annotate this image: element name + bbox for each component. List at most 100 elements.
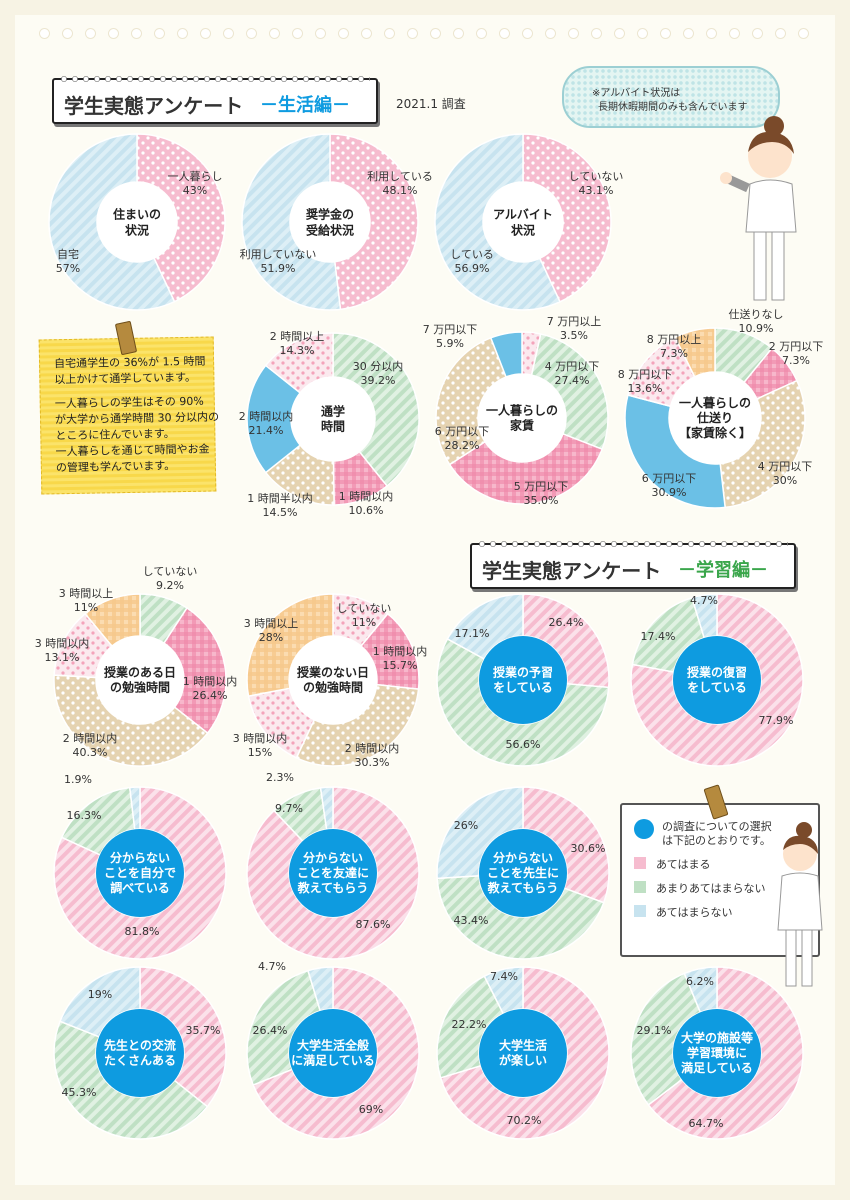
slice-label: 利用している <box>367 170 433 183</box>
donut-center-label: の勉強時間 <box>303 680 363 695</box>
slice-label: 自宅 <box>57 247 79 261</box>
slice-label: 2 時間以上 <box>270 330 325 343</box>
slice-label: 87.6% <box>356 918 391 931</box>
punch-hole <box>753 29 762 38</box>
punch-hole <box>339 29 348 38</box>
legend-title-1: の調査についての選択 <box>662 820 772 833</box>
nurse-illustration <box>720 116 797 301</box>
slice-label: 17.4% <box>641 630 676 643</box>
slice-label: 40.3% <box>73 746 108 759</box>
donut-center-label: 大学の施設等 <box>681 1030 753 1045</box>
slice-label: 19% <box>88 988 112 1001</box>
donut-center <box>289 829 377 917</box>
donut-center-label: 教えてもらう <box>487 880 559 895</box>
slice-label: 1 時間以内 <box>373 644 428 658</box>
legend-swatch-yes <box>634 857 646 869</box>
slice-label: 30.9% <box>652 486 687 499</box>
donut-center <box>479 829 567 917</box>
slice-label: 70.2% <box>507 1114 542 1127</box>
punch-hole <box>293 29 302 38</box>
donut-center-label: 調べている <box>110 880 170 895</box>
slice-label: 43.4% <box>454 914 489 927</box>
punch-hole <box>178 29 187 38</box>
punch-hole <box>661 29 670 38</box>
donut-center-label: 一人暮らしの <box>486 403 558 418</box>
punch-hole <box>799 29 808 38</box>
donut-slice <box>252 966 420 1140</box>
donut-center <box>291 377 375 461</box>
slice-label: 1.9% <box>64 773 92 786</box>
donut-center-label: 受給状況 <box>306 223 354 238</box>
donut-center <box>673 1009 761 1097</box>
punch-hole <box>155 29 164 38</box>
punch-hole <box>730 29 739 38</box>
punch-hole <box>592 29 601 38</box>
donut-center <box>478 374 566 462</box>
slice-label: 4.7% <box>258 960 286 973</box>
slice-label: していない <box>337 602 392 615</box>
slice-label: 9.7% <box>275 802 303 815</box>
slice-label: していない <box>143 565 198 578</box>
slice-label: 27.4% <box>555 374 590 387</box>
legend-marker-icon <box>634 819 654 839</box>
slice-label: 16.3% <box>67 809 102 822</box>
slice-label: 69% <box>359 1103 383 1116</box>
slice-label: 1 時間半以内 <box>247 491 313 505</box>
donut-center-label: 学習環境に <box>687 1045 747 1060</box>
slice-label: 35.7% <box>186 1024 221 1037</box>
life-title: 学生実態アンケート <box>64 94 244 118</box>
legend-label-no: あてはまらない <box>656 906 733 919</box>
slice-label: 7 万円以下 <box>423 323 478 336</box>
bubble-line-2: 長期休暇期間のみも含んでいます <box>598 102 748 113</box>
slice-label: 22.2% <box>452 1018 487 1031</box>
punch-hole <box>546 29 555 38</box>
life-title-card: 学生実態アンケート －生活編－ <box>52 75 378 124</box>
slice-label: 56.6% <box>506 738 541 751</box>
slice-label: 77.9% <box>759 714 794 727</box>
donut-center <box>96 829 184 917</box>
slice-label: 6 万円以下 <box>435 425 490 438</box>
donut-center <box>96 1009 184 1097</box>
punch-hole <box>109 29 118 38</box>
slice-label: している <box>450 248 494 261</box>
donut-center-label: ことを友達に <box>297 865 369 880</box>
punch-hole <box>247 29 256 38</box>
slice-label: 81.8% <box>125 925 160 938</box>
slice-label: 56.9% <box>455 262 490 275</box>
donut-center <box>483 182 563 262</box>
punch-hole <box>500 29 509 38</box>
slice-label: 26.4% <box>193 689 228 702</box>
donut-center-label: 授業のある日 <box>104 665 176 680</box>
donut-center-label: 授業の予習 <box>493 665 553 680</box>
donut-center <box>673 636 761 724</box>
donut-center-label: 大学生活 <box>499 1038 547 1053</box>
slice-label: 一人暮らし <box>168 169 223 183</box>
bubble-line-1: ※アルバイト状況は <box>592 88 681 99</box>
punch-hole <box>408 29 417 38</box>
slice-label: 57% <box>56 262 80 275</box>
punch-hole <box>224 29 233 38</box>
donut-slice <box>59 966 141 1038</box>
punch-hole <box>201 29 210 38</box>
slice-label: 29.1% <box>637 1024 672 1037</box>
slice-label: 4.7% <box>690 594 718 607</box>
donut-center-label: 満足している <box>681 1060 753 1075</box>
punch-hole <box>707 29 716 38</box>
donut-center-label: 教えてもらう <box>297 880 369 895</box>
slice-label: 14.3% <box>280 344 315 357</box>
slice-label: 26.4% <box>549 616 584 629</box>
slice-label: 5 万円以下 <box>514 480 569 493</box>
legend-label-yes: あてはまる <box>656 858 711 871</box>
slice-label: 11% <box>74 601 98 614</box>
slice-label: 28% <box>259 631 283 644</box>
slice-label: 15.7% <box>383 659 418 672</box>
punch-hole <box>454 29 463 38</box>
donut-center-label: アルバイト <box>493 208 553 222</box>
